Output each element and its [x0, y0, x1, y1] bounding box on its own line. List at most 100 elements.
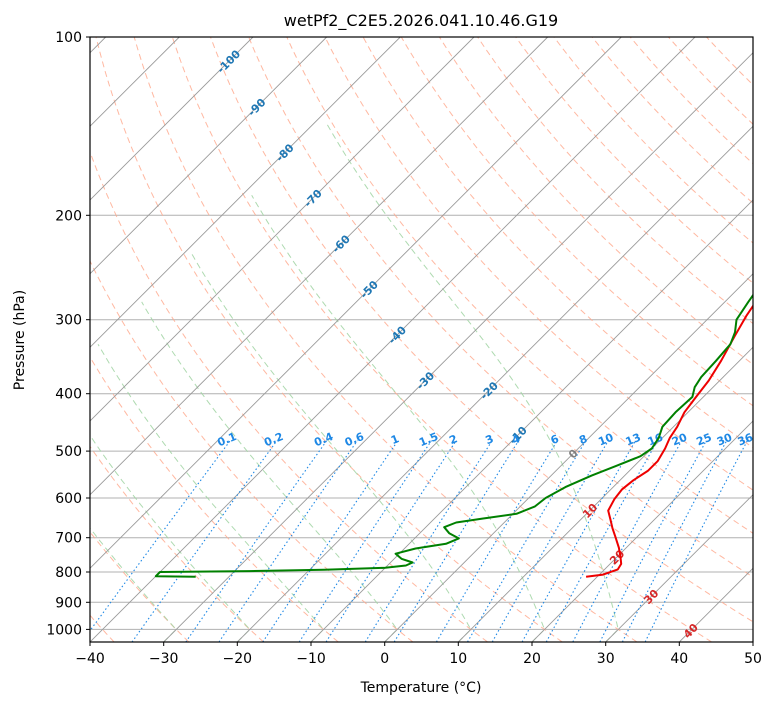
isotherm-label: -40: [386, 323, 409, 346]
isotherm: [90, 37, 401, 348]
mixing-ratio-label: 0.2: [262, 430, 285, 449]
isotherm: [90, 37, 549, 496]
dry-adiabat: [90, 356, 339, 642]
isotherm: [90, 37, 475, 422]
isotherm: [90, 37, 622, 569]
isotherm-label: -60: [330, 232, 353, 255]
mixing-ratio-line: [262, 440, 399, 642]
dry-adiabat: [90, 150, 488, 642]
mixing-ratio-line: [467, 440, 587, 642]
y-tick-label: 900: [55, 595, 82, 611]
x-axis-ticks: −40 −30 −20 −10 0 10 20 30 40 50: [75, 642, 762, 667]
y-tick-label: 400: [55, 387, 82, 403]
y-tick-label: 500: [55, 444, 82, 460]
isotherm: [531, 420, 753, 642]
isotherm-label: -100: [215, 47, 244, 76]
moist-adiabats: [90, 123, 619, 642]
isotherm: [605, 494, 753, 642]
isotherm-label: -80: [273, 141, 296, 164]
mixing-ratio-line: [545, 440, 659, 642]
dry-adiabat: [90, 445, 264, 642]
moist-adiabat: [97, 343, 325, 642]
plot-frame: [89, 36, 754, 643]
pressure-gridlines: [90, 37, 753, 630]
moist-adiabat: [90, 527, 177, 642]
dry-adiabat: [95, 37, 563, 642]
x-axis-title: Temperature (°C): [360, 680, 482, 696]
dry-adiabat: [133, 37, 638, 642]
mixing-ratio-line: [572, 440, 683, 642]
mixing-ratio-label: 8: [577, 432, 589, 447]
mixing-ratio-line: [185, 440, 328, 642]
moist-adiabat: [90, 434, 251, 642]
dry-adiabat: [210, 37, 753, 623]
sounding-profiles: [154, 293, 753, 578]
x-tick-label: 10: [449, 651, 467, 667]
moist-adiabat: [189, 251, 472, 642]
x-tick-label: 30: [597, 651, 615, 667]
mixing-ratio-label: 0.6: [343, 430, 366, 449]
isotherm: [163, 52, 753, 642]
y-axis-ticks: 100 200 300 400 500 600 700 800 900 1000: [46, 30, 90, 638]
dry-adiabat: [171, 37, 712, 642]
dry-adiabat: [90, 259, 414, 642]
isotherm: [384, 273, 753, 642]
mixing-ratio-line: [364, 440, 493, 642]
isotherm: [236, 125, 753, 642]
mixing-ratio-label: 6: [549, 432, 561, 447]
isotherm: [457, 346, 753, 642]
mixing-ratio-label: 0.1: [216, 430, 239, 449]
dry-adiabat: [706, 37, 753, 86]
plot-area: -100-90-80-70-60-50-40-30 -20-10010203040…: [90, 37, 755, 642]
dry-adiabat: [324, 37, 753, 491]
mixing-ratio-line: [491, 440, 609, 642]
mixing-ratio-line: [218, 440, 358, 642]
isotherms: [90, 37, 753, 642]
y-tick-label: 700: [55, 531, 82, 547]
y-tick-label: 600: [55, 491, 82, 507]
isotherm-label: -90: [245, 96, 268, 119]
x-tick-label: −30: [149, 651, 179, 667]
isotherm-label: 0: [566, 447, 581, 462]
isotherm: [310, 199, 753, 642]
chart-title: wetPf2_C2E5.2026.041.10.46.G19: [284, 11, 558, 31]
isotherm-label: -20: [478, 379, 501, 402]
dewpoint-profile: [154, 293, 753, 578]
mixing-ratio-line: [521, 440, 637, 642]
mixing-ratio-label: 25: [695, 431, 714, 449]
dry-adiabat: [515, 37, 753, 284]
mixing-ratio-label: 13: [624, 431, 643, 449]
x-tick-label: 40: [670, 651, 688, 667]
mixing-ratio-line: [298, 440, 432, 642]
mixing-ratio-label: 1: [389, 432, 401, 447]
mixing-ratio-label: 2: [447, 432, 459, 447]
y-tick-label: 200: [55, 208, 82, 224]
dry-adiabat: [90, 531, 190, 642]
moist-adiabat: [141, 301, 398, 642]
dry-adiabat: [477, 37, 753, 325]
isotherm: [678, 567, 753, 642]
y-tick-label: 300: [55, 313, 82, 329]
x-tick-label: −20: [223, 651, 253, 667]
dry-adiabat: [553, 37, 753, 244]
mixing-ratio-line: [131, 440, 278, 642]
mixing-ratio-label: 3: [484, 432, 496, 447]
mixing-ratio-label: 36: [736, 431, 755, 449]
mixing-ratio-label: 30: [715, 431, 734, 449]
mixing-ratio-line: [393, 440, 520, 642]
mixing-ratio-label: 1.5: [417, 430, 440, 449]
moist-adiabat: [251, 195, 546, 642]
mixing-ratio-label: 10: [596, 431, 615, 449]
isotherm-label: -50: [358, 278, 381, 301]
isotherm: [90, 37, 328, 275]
x-tick-label: 50: [744, 651, 762, 667]
mixing-ratio-label: 16: [646, 431, 665, 449]
x-tick-label: −10: [296, 651, 326, 667]
mixing-ratio-line: [90, 440, 231, 632]
y-tick-label: 100: [55, 30, 82, 46]
y-tick-label: 1000: [46, 622, 82, 638]
dry-adiabat: [668, 37, 753, 125]
dry-adiabats: [90, 37, 753, 642]
dry-adiabat: [286, 37, 753, 534]
